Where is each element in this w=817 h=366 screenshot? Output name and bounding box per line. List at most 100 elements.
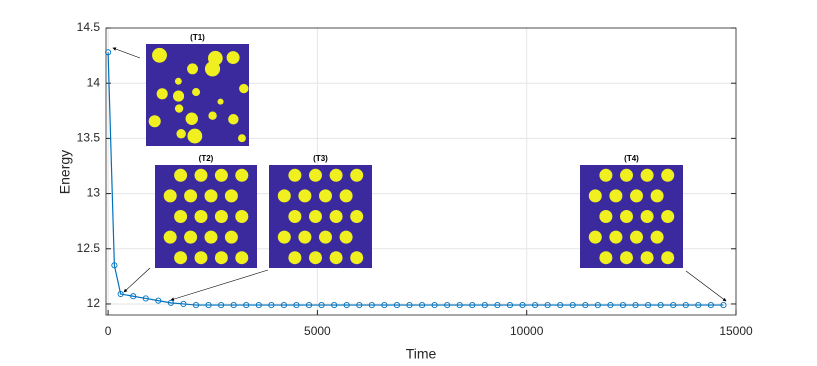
inset-dot [298,189,312,203]
inset-dot [609,189,623,203]
inset-dot [204,61,221,77]
data-point [494,302,501,309]
data-point [657,302,664,309]
y-tick-label: 13.5 [77,131,101,145]
data-point [481,302,488,309]
arrow [170,269,269,301]
inset-dot [174,251,188,265]
data-point [645,302,652,309]
annotation: (T3) [313,154,328,163]
data-point [205,302,212,309]
inset-dot [238,134,246,143]
inset-dot [350,168,364,182]
inset-dot [235,251,249,265]
inset-dot [620,251,633,265]
data-point [444,302,451,309]
inset-dot [176,129,186,139]
data-point [305,302,313,309]
data-point [607,302,614,309]
data-point [707,302,714,309]
inset-dot [661,210,675,223]
data-point [456,302,463,309]
data-point [393,302,400,309]
data-point [230,302,237,309]
data-point [569,302,576,309]
data-point [117,290,124,298]
inset-dot [288,168,302,182]
data-point [331,302,338,309]
inset-dot [152,47,167,63]
inset-dot [239,83,249,94]
x-tick-label: 0 [105,324,112,338]
data-point [243,302,250,309]
data-point [343,302,350,309]
data-point [682,302,689,309]
inset-dot [217,98,224,105]
inset-dot [174,104,184,113]
inset-dot [620,210,633,223]
inset-dot [204,230,218,244]
data-point [268,302,275,309]
data-point [218,302,225,309]
data-point [356,302,363,309]
data-point [619,302,627,309]
inset-dot [187,63,198,75]
inset-dot [620,168,633,182]
inset-dot [163,189,177,203]
y-tick-label: 14 [87,75,101,89]
inset-dot [288,210,302,223]
inset-dot [194,168,208,182]
inset-dot [339,189,353,203]
inset-dot [630,230,643,244]
data-point [167,299,174,306]
inset-dot [599,168,613,182]
data-line [107,52,724,306]
inset-dot [650,230,664,244]
data-point [406,302,413,309]
data-point [469,302,476,309]
inset-dot [640,168,654,182]
inset-dot [226,51,240,65]
data-point [594,302,601,309]
inset-dot [214,168,228,182]
inset-dot [174,168,188,182]
inset-dot [194,251,208,265]
x-axis-label: Time [406,346,437,362]
inset-dot [599,251,613,265]
data-point [180,300,187,308]
inset-dot [319,230,332,244]
arrow [123,267,151,293]
inset-dot [174,210,188,223]
inset-dot [148,115,161,128]
inset-dot [309,168,322,182]
inset-dot [214,210,228,223]
data-point [506,302,514,309]
data-point [130,293,137,300]
inset-dot [609,230,623,244]
x-tick-label: 5000 [304,324,331,338]
inset-dot [640,251,654,265]
data-point [155,297,162,304]
inset-dot [163,230,177,244]
inset-dot [192,88,201,97]
inset-dot [329,210,343,223]
inset-dot [588,189,602,203]
inset-dot [194,210,208,223]
inset-dot [156,88,168,100]
inset-dot [661,251,675,265]
y-tick-label: 12.5 [77,241,101,255]
inset-dot [174,77,182,85]
arrow [685,270,727,302]
inset-dot [173,90,185,102]
annotation: (T4) [624,154,639,163]
y-tick-label: 14.5 [77,20,101,34]
y-axis-label: Energy [57,150,73,194]
data-point [418,302,426,309]
data-point [255,302,262,309]
data-point [280,302,287,309]
arrow [112,47,141,59]
inset-dot [350,251,364,265]
axes-box [105,27,737,316]
data-point [519,302,526,309]
